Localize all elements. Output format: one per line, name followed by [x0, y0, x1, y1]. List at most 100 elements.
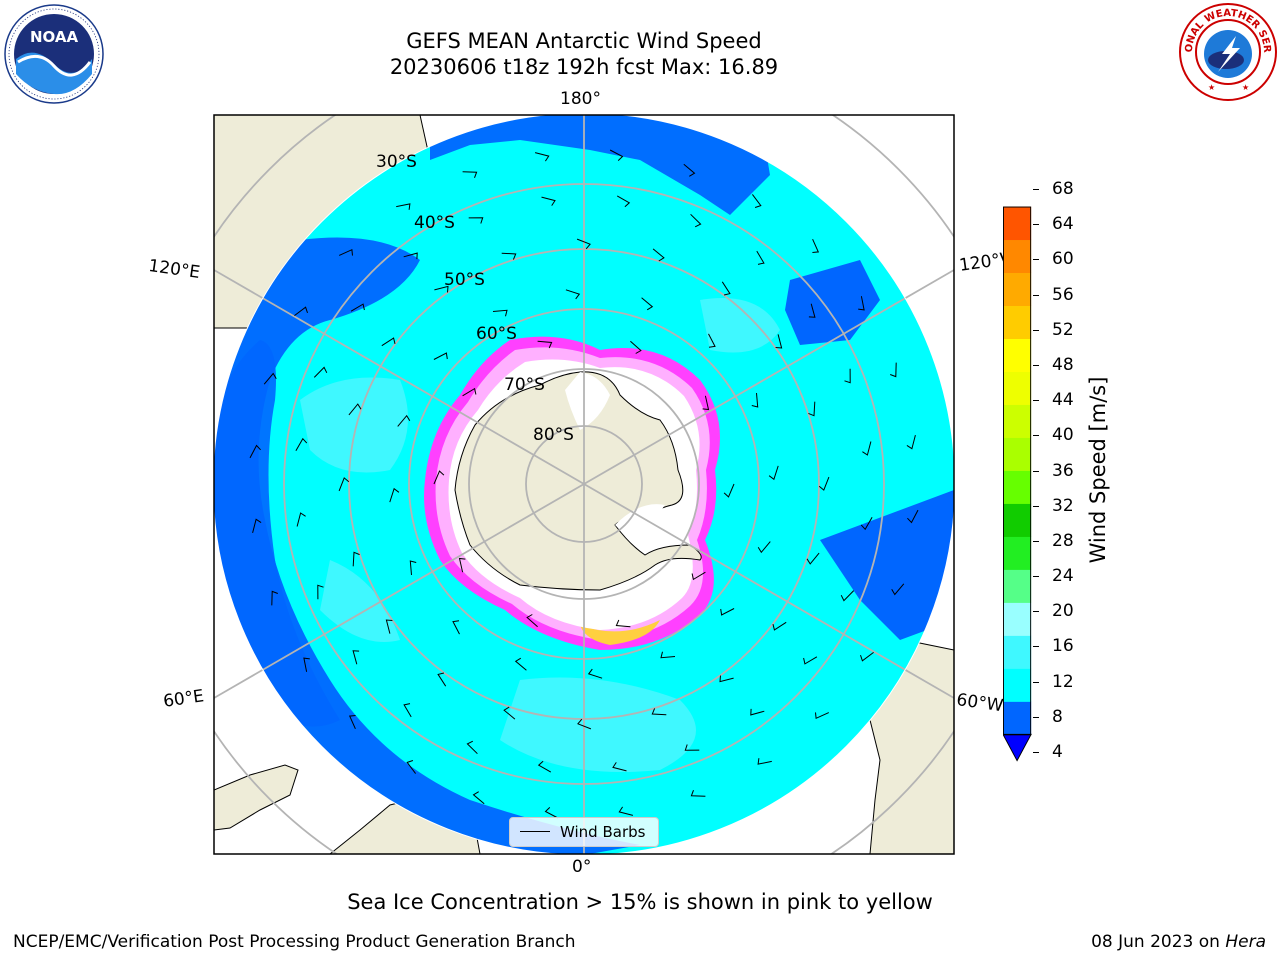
colorbar-segment	[1003, 239, 1032, 274]
colorbar-tick-mark	[1033, 294, 1039, 296]
wind-barb	[466, 740, 478, 755]
wind-barb	[437, 672, 447, 687]
wind-barb	[616, 195, 631, 208]
nws-logo: NATIONAL WEATHER SERVICE ★ ★	[1178, 2, 1277, 101]
wind-barb	[808, 303, 816, 318]
wind-barb	[652, 248, 665, 262]
wind-barb	[808, 401, 816, 417]
wind-barb	[468, 217, 484, 224]
wind-barb	[389, 487, 400, 503]
wind-barb	[503, 706, 516, 720]
wind-barb	[348, 715, 356, 730]
wind-barb	[576, 238, 591, 250]
wind-barb	[492, 309, 508, 317]
colorbar-tick-label: 4	[1052, 742, 1063, 762]
colorbar-tick-mark	[1033, 646, 1039, 648]
wind-barb	[803, 656, 818, 665]
wind-barb	[862, 441, 872, 456]
wind-barb	[294, 306, 308, 316]
wind-barb	[249, 444, 261, 459]
wind-band-low-east	[820, 490, 954, 640]
wind-barb	[396, 203, 411, 210]
wind-barb	[385, 619, 393, 634]
map-frame	[213, 114, 955, 855]
wind-barb	[751, 392, 759, 408]
colorbar-tick-label: 68	[1052, 179, 1074, 199]
wind-barb	[806, 552, 820, 565]
wind-barb	[350, 303, 365, 312]
wind-barb	[348, 403, 362, 416]
wind-barb	[690, 213, 702, 228]
wind-barb	[757, 758, 772, 765]
colorbar-segment	[1003, 536, 1032, 570]
ice-shelf-ross	[565, 372, 610, 430]
noaa-logo-text: NOAA	[30, 28, 79, 46]
wind-barb	[618, 806, 634, 816]
wind-band-low-top	[430, 115, 770, 215]
wind-barb	[338, 477, 350, 492]
colorbar-segment	[1003, 668, 1032, 702]
sea-ice-yellow	[580, 620, 660, 645]
colorbar-segment	[1003, 404, 1032, 438]
colorbar-tick-label: 40	[1052, 425, 1074, 446]
wind-barb	[858, 296, 865, 311]
wind-barb	[612, 762, 627, 772]
wind-barb	[907, 509, 919, 524]
wind-barb	[708, 333, 716, 348]
wind-barb	[615, 619, 631, 628]
wind-barb	[690, 790, 706, 797]
wind-barb	[352, 551, 360, 567]
wind-barb	[406, 760, 416, 774]
wind-barb	[452, 620, 460, 635]
wind-barb	[719, 675, 734, 683]
wind-barb	[381, 337, 396, 347]
wind-barb	[544, 807, 559, 819]
colorbar-tick-label: 20	[1052, 601, 1074, 622]
colorbar-tick-label: 52	[1052, 319, 1074, 340]
wind-band-mid-4	[320, 560, 400, 642]
colorbar-tick-mark	[1033, 681, 1039, 683]
wind-barb	[458, 557, 466, 573]
wind-barb	[860, 652, 874, 662]
wind-barb	[565, 289, 581, 300]
colorbar-segment	[1003, 305, 1032, 339]
map-legend: Wind Barbs	[509, 817, 659, 847]
wind-barb	[844, 368, 851, 384]
wind-band-low-left	[214, 340, 340, 727]
colorbar-tick-mark	[1033, 364, 1039, 366]
colorbar-tick-label: 48	[1052, 354, 1074, 375]
chart-title: GEFS MEAN Antarctic Wind Speed	[406, 29, 762, 53]
wind-band-mid-3	[700, 298, 780, 353]
colorbar	[1003, 206, 1032, 762]
wind-barb	[462, 171, 478, 178]
ice-shelf-weddell	[615, 504, 665, 545]
wind-barb	[860, 516, 873, 531]
wind-barb	[537, 340, 553, 349]
colorbar-segment	[1003, 470, 1032, 504]
wind-barb	[338, 248, 353, 256]
land-madagascar	[214, 764, 299, 831]
wind-barb	[462, 387, 477, 397]
noaa-logo: NOAA	[4, 4, 104, 104]
colorbar-tick-mark	[1033, 435, 1039, 437]
wind-barb	[768, 465, 779, 481]
svg-text:★: ★	[1242, 83, 1249, 92]
wind-barb	[651, 708, 667, 716]
colorbar-tick-label: 28	[1052, 530, 1074, 551]
lon-label-180: 180°	[560, 89, 601, 109]
wind-barb	[641, 297, 654, 311]
sea-ice-note: Sea Ice Concentration > 15% is shown in …	[0, 890, 1280, 914]
wind-barb	[683, 163, 696, 177]
wind-barb	[723, 483, 735, 498]
wind-barb	[433, 470, 445, 485]
wind-barb	[409, 560, 417, 576]
wind-barb	[313, 366, 328, 378]
lat-label-40s: 40°S	[414, 213, 455, 233]
colorbar-title: Wind Speed [m/s]	[1086, 376, 1110, 564]
wind-barb	[534, 152, 550, 162]
colorbar-tick-label: 8	[1052, 706, 1063, 727]
wind-barb	[433, 352, 448, 360]
wind-barb	[812, 238, 820, 253]
wind-band-mid-1	[300, 377, 408, 473]
